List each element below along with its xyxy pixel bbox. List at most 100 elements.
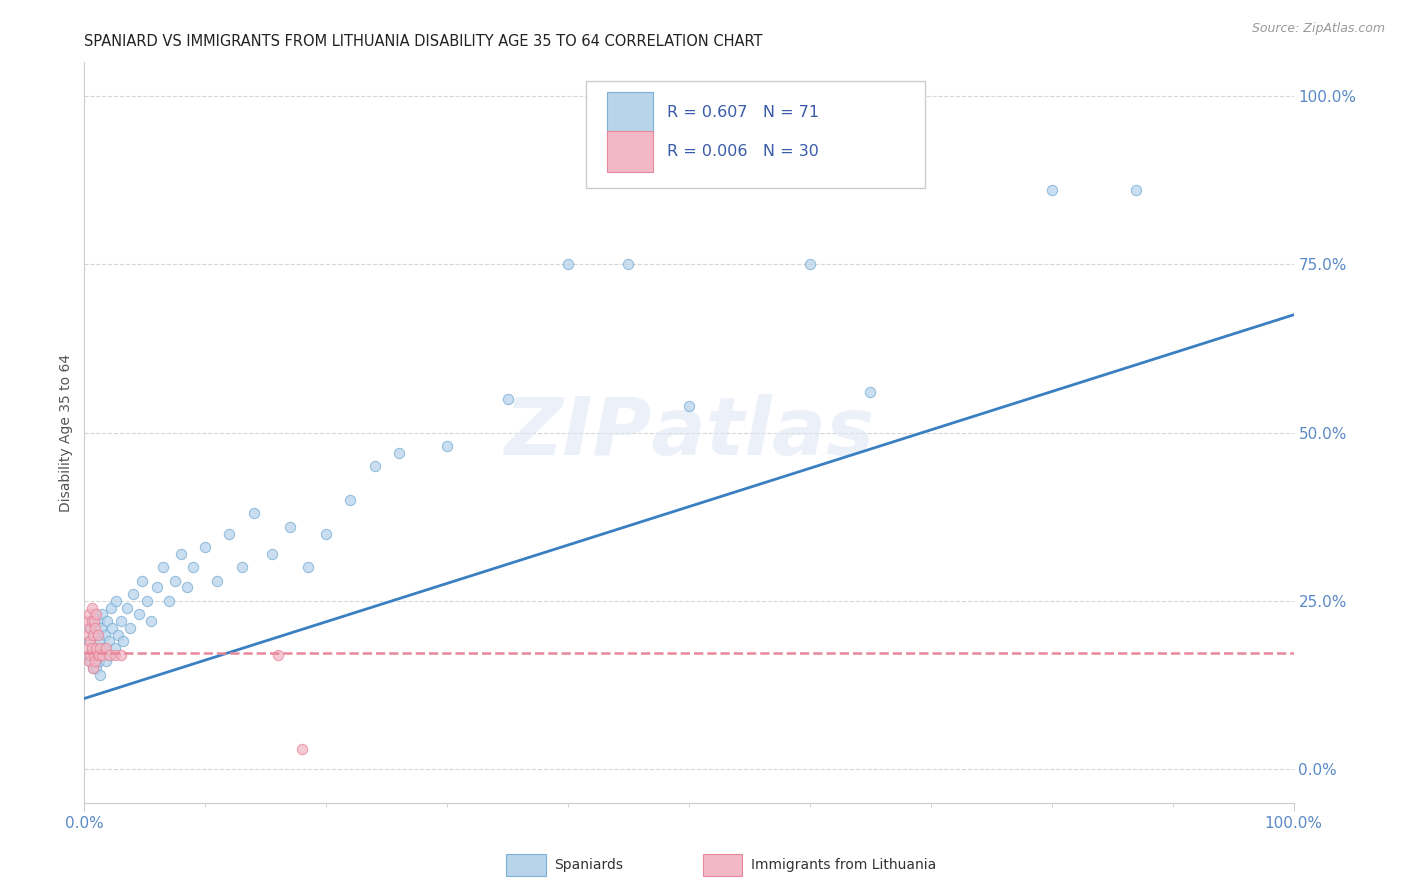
Point [80, 600, 103, 615]
FancyBboxPatch shape [607, 131, 652, 172]
Point [859, 385, 882, 400]
Point [82, 627, 104, 641]
Point [152, 560, 174, 574]
Point [100, 600, 122, 615]
Point [86, 648, 108, 662]
Point [110, 648, 132, 662]
Y-axis label: Disability Age 35 to 64: Disability Age 35 to 64 [59, 353, 73, 512]
Point [93, 640, 115, 655]
Point [82, 627, 104, 641]
Point [77, 634, 100, 648]
Point [98, 648, 121, 662]
Point [207, 574, 229, 588]
Point [87, 655, 110, 669]
Point [436, 439, 458, 453]
Point [80, 614, 103, 628]
Point [315, 526, 337, 541]
Point [194, 540, 217, 554]
FancyBboxPatch shape [607, 92, 652, 133]
Point [146, 581, 169, 595]
Point [107, 627, 129, 641]
Point [80, 614, 103, 628]
Point [86, 627, 108, 641]
Point [83, 648, 105, 662]
Point [297, 560, 319, 574]
Point [91, 607, 114, 622]
Point [496, 392, 519, 406]
Point [267, 648, 290, 662]
Point [94, 627, 117, 641]
Point [165, 574, 187, 588]
Point [84, 655, 107, 669]
Point [83, 648, 105, 662]
Text: Spaniards: Spaniards [554, 858, 623, 872]
Point [97, 634, 120, 648]
Point [82, 661, 104, 675]
Text: SPANIARD VS IMMIGRANTS FROM LITHUANIA DISABILITY AGE 35 TO 64 CORRELATION CHART: SPANIARD VS IMMIGRANTS FROM LITHUANIA DI… [84, 34, 763, 49]
FancyBboxPatch shape [586, 81, 925, 188]
Point [97, 648, 120, 662]
Point [799, 257, 821, 271]
Point [84, 621, 107, 635]
Point [87, 614, 110, 628]
Point [83, 614, 105, 628]
Point [86, 640, 108, 655]
Point [617, 257, 640, 271]
Point [291, 742, 314, 756]
Point [104, 640, 127, 655]
Point [76, 640, 98, 655]
Point [339, 492, 361, 507]
Point [363, 459, 385, 474]
Point [557, 257, 579, 271]
Point [170, 547, 193, 561]
Point [79, 621, 101, 635]
Point [79, 634, 101, 648]
Point [101, 621, 124, 635]
Point [77, 648, 100, 662]
Point [136, 594, 159, 608]
Point [121, 587, 143, 601]
Point [77, 614, 100, 628]
Point [115, 600, 138, 615]
Point [278, 520, 301, 534]
Point [77, 607, 100, 622]
Point [94, 640, 117, 655]
Point [77, 655, 100, 669]
Point [388, 446, 411, 460]
Point [112, 634, 135, 648]
Point [86, 640, 108, 655]
Point [91, 648, 114, 662]
Point [110, 614, 132, 628]
Point [157, 594, 180, 608]
Point [86, 648, 108, 662]
Point [1125, 183, 1147, 197]
Text: ZIP​atlas: ZIP​atlas [503, 393, 875, 472]
Text: R = 0.006   N = 30: R = 0.006 N = 30 [668, 144, 820, 159]
Point [1040, 183, 1063, 197]
Point [79, 621, 101, 635]
Point [79, 655, 101, 669]
Point [678, 399, 700, 413]
Point [79, 648, 101, 662]
Point [89, 634, 111, 648]
Point [83, 614, 105, 628]
Point [94, 655, 117, 669]
Point [131, 574, 153, 588]
Point [120, 621, 142, 635]
Point [90, 621, 112, 635]
Point [139, 614, 162, 628]
Point [181, 560, 204, 574]
Text: Immigrants from Lithuania: Immigrants from Lithuania [751, 858, 936, 872]
Point [218, 526, 240, 541]
Point [86, 607, 108, 622]
Text: Source: ZipAtlas.com: Source: ZipAtlas.com [1251, 22, 1385, 36]
Point [84, 655, 107, 669]
Point [84, 607, 107, 622]
Point [80, 640, 103, 655]
Point [86, 661, 108, 675]
Point [77, 627, 100, 641]
Point [242, 507, 264, 521]
Point [260, 547, 283, 561]
Point [96, 614, 118, 628]
Point [104, 648, 127, 662]
